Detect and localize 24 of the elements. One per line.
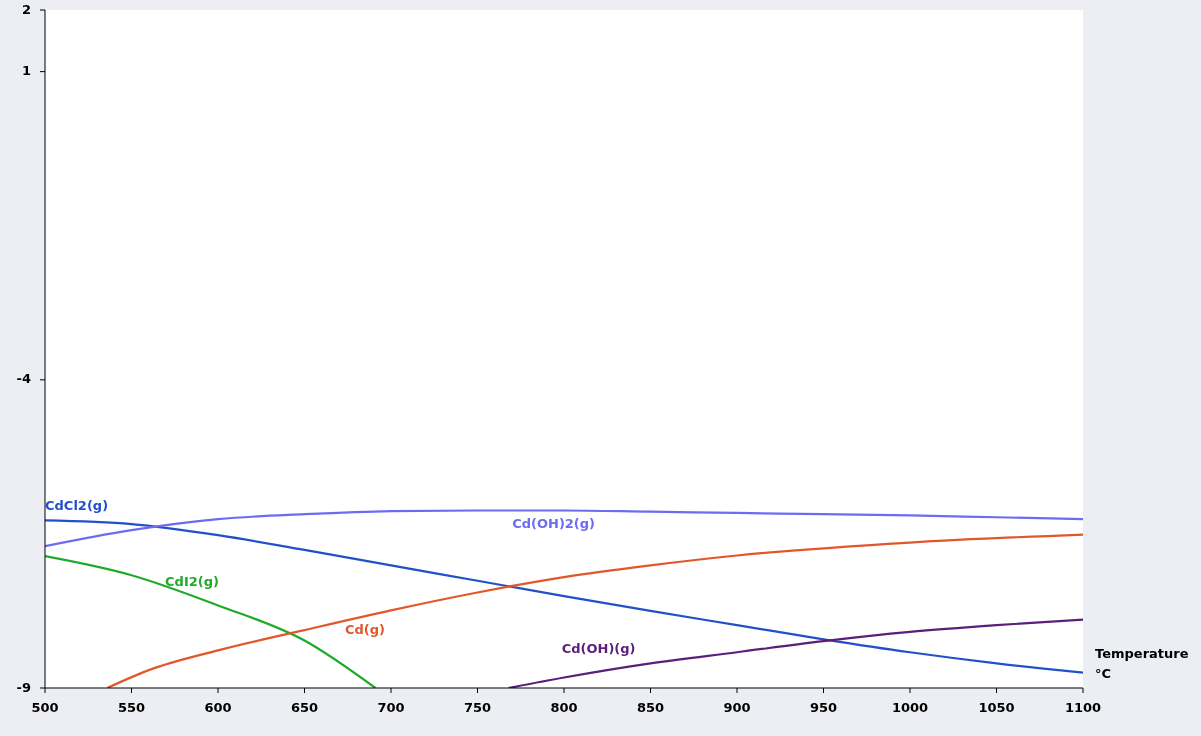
x-tick-label: 650 [290, 700, 319, 715]
x-tick-label: 500 [31, 700, 59, 715]
y-tick-label: -9 [16, 679, 31, 695]
y-tick-label: 1 [21, 63, 31, 79]
series-label: Cd(OH)(g) [561, 641, 636, 657]
series-label: Cd(OH)2(g) [512, 515, 596, 531]
x-tick-label: 900 [723, 700, 751, 715]
series-label: CdI2(g) [165, 573, 220, 589]
line-series [45, 519, 1083, 674]
x-tick-label: 850 [636, 700, 665, 715]
x-tick-label: 1000 [891, 700, 929, 715]
x-axis-title: Temperature °C [1095, 646, 1189, 681]
x-tick-label: 550 [117, 700, 146, 715]
x-tick-label: 700 [377, 700, 405, 715]
x-tick-label: 1100 [1064, 700, 1102, 715]
y-tick-label: 2 [21, 1, 31, 17]
x-tick-label: 1050 [978, 700, 1015, 715]
x-tick-label: 600 [204, 700, 232, 715]
x-tick-label: 800 [550, 700, 578, 715]
series-label: Cd(g) [345, 621, 386, 637]
y-tick-label: -4 [16, 371, 31, 387]
x-tick-label: 750 [463, 700, 492, 715]
x-tick-label: 950 [809, 700, 838, 715]
line-series [106, 533, 1083, 688]
